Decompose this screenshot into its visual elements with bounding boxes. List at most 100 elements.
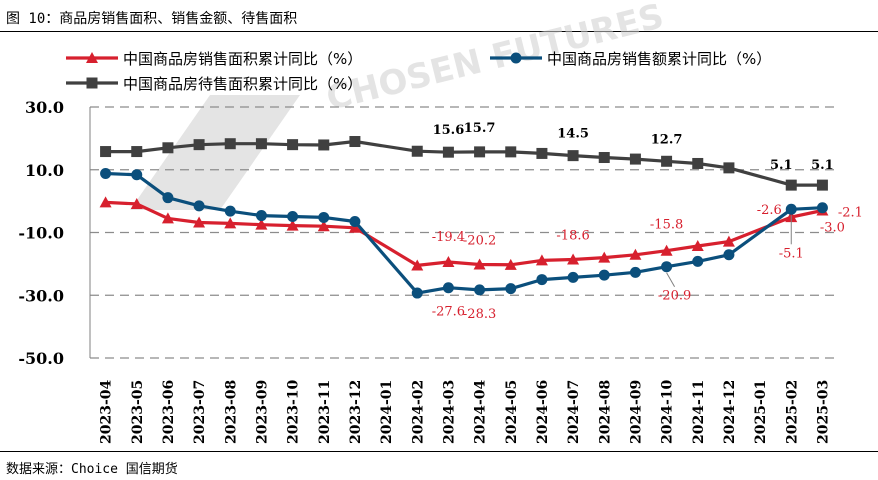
- square-marker: [536, 147, 548, 159]
- data-label: -3.0: [820, 221, 845, 236]
- data-label: -2.1: [838, 206, 863, 221]
- square-marker: [629, 153, 641, 165]
- watermark-logo-shape: [130, 95, 300, 210]
- circle-marker: [224, 205, 236, 217]
- x-tick-label: 2024-01: [379, 380, 395, 444]
- triangle-marker: [193, 216, 206, 228]
- line-chart: CHOSEN FUTURES 30.010.0-10.0-30.0-50.020…: [18, 0, 863, 444]
- x-tick-label: 2024-09: [628, 380, 644, 444]
- data-label: -20.9: [658, 289, 691, 304]
- x-tick-label: 2024-12: [722, 380, 738, 444]
- triangle-marker: [535, 254, 548, 266]
- y-tick-label: 10.0: [25, 161, 64, 180]
- circle-marker: [723, 249, 735, 261]
- circle-marker: [474, 284, 486, 296]
- square-marker: [411, 145, 423, 157]
- triangle-marker: [99, 196, 112, 208]
- data-label: -27.6: [432, 305, 465, 320]
- data-label: 5.1: [770, 158, 793, 173]
- circle-marker: [193, 200, 205, 212]
- data-label: 14.5: [557, 127, 589, 142]
- circle-marker: [816, 202, 828, 214]
- series-2: [100, 136, 828, 191]
- bottom-rule: [0, 451, 878, 452]
- square-marker: [86, 77, 98, 89]
- x-tick-label: 2024-05: [504, 380, 520, 444]
- triangle-marker: [411, 259, 424, 271]
- x-tick-label: 2024-07: [566, 380, 582, 444]
- legend-label: 中国商品房待售面积累计同比（%）: [123, 75, 362, 93]
- legend-item-1: 中国商品房销售额累计同比（%）: [490, 50, 771, 68]
- square-marker: [100, 146, 112, 158]
- circle-marker: [131, 169, 143, 181]
- square-marker: [131, 146, 143, 158]
- x-tick-label: 2024-08: [597, 380, 613, 444]
- x-tick-label: 2024-06: [535, 380, 551, 444]
- circle-marker: [785, 203, 797, 215]
- x-tick-label: 2023-11: [317, 380, 333, 444]
- legend-item-2: 中国商品房待售面积累计同比（%）: [66, 75, 362, 93]
- triangle-marker: [161, 212, 174, 224]
- legend-item-0: 中国商品房销售面积累计同比（%）: [66, 50, 362, 68]
- x-tick-label: 2025-03: [815, 380, 831, 444]
- triangle-marker: [598, 251, 611, 263]
- x-tick-label: 2023-05: [130, 380, 146, 444]
- square-marker: [287, 139, 299, 151]
- x-tick-label: 2023-12: [348, 380, 364, 444]
- triangle-marker: [442, 255, 455, 267]
- square-marker: [816, 179, 828, 191]
- square-marker: [442, 146, 454, 158]
- square-marker: [598, 152, 610, 164]
- square-marker: [567, 150, 579, 162]
- circle-marker: [510, 52, 522, 64]
- x-tick-label: 2023-10: [286, 379, 302, 444]
- legend-label: 中国商品房销售额累计同比（%）: [547, 50, 771, 68]
- series-line: [105, 139, 823, 187]
- x-tick-label: 2025-01: [753, 380, 769, 444]
- circle-marker: [536, 274, 548, 286]
- circle-marker: [411, 287, 423, 299]
- circle-marker: [255, 210, 267, 222]
- series-line: [105, 200, 823, 267]
- x-tick-label: 2023-04: [99, 379, 115, 444]
- circle-marker: [505, 283, 517, 295]
- square-marker: [723, 162, 735, 174]
- square-marker: [349, 136, 361, 148]
- data-label: 5.1: [811, 158, 834, 173]
- square-marker: [692, 157, 704, 169]
- square-marker: [224, 138, 236, 150]
- x-tick-label: 2024-04: [473, 379, 489, 444]
- circle-marker: [162, 192, 174, 204]
- x-tick-label: 2023-07: [192, 380, 208, 444]
- triangle-marker: [130, 197, 143, 209]
- square-marker: [193, 139, 205, 151]
- y-tick-label: -30.0: [18, 286, 64, 305]
- data-label: -28.3: [463, 307, 496, 322]
- data-label: 15.6: [433, 123, 465, 138]
- data-label: -18.6: [556, 228, 589, 243]
- circle-marker: [598, 269, 610, 281]
- data-label: -5.1: [779, 246, 804, 261]
- square-marker: [661, 155, 673, 167]
- y-tick-label: -50.0: [18, 349, 64, 368]
- data-label: 15.7: [464, 121, 496, 136]
- x-tick-label: 2024-03: [441, 380, 457, 444]
- data-label: -15.8: [650, 218, 683, 233]
- x-tick-label: 2024-10: [660, 379, 676, 444]
- legend-label: 中国商品房销售面积累计同比（%）: [123, 50, 362, 68]
- triangle-marker: [317, 220, 330, 232]
- circle-marker: [567, 271, 579, 283]
- triangle-marker: [629, 248, 642, 260]
- triangle-marker: [722, 235, 735, 247]
- square-marker: [318, 139, 330, 151]
- data-label: 12.7: [651, 132, 683, 147]
- triangle-marker: [286, 219, 299, 231]
- triangle-marker: [348, 221, 361, 233]
- circle-marker: [100, 168, 112, 180]
- figure-source: 数据来源：Choice 国信期货: [6, 462, 178, 477]
- series-line: [105, 171, 823, 295]
- circle-marker: [442, 282, 454, 294]
- triangle-marker: [473, 258, 486, 270]
- y-tick-label: -10.0: [18, 224, 64, 243]
- x-tick-label: 2025-02: [784, 380, 800, 444]
